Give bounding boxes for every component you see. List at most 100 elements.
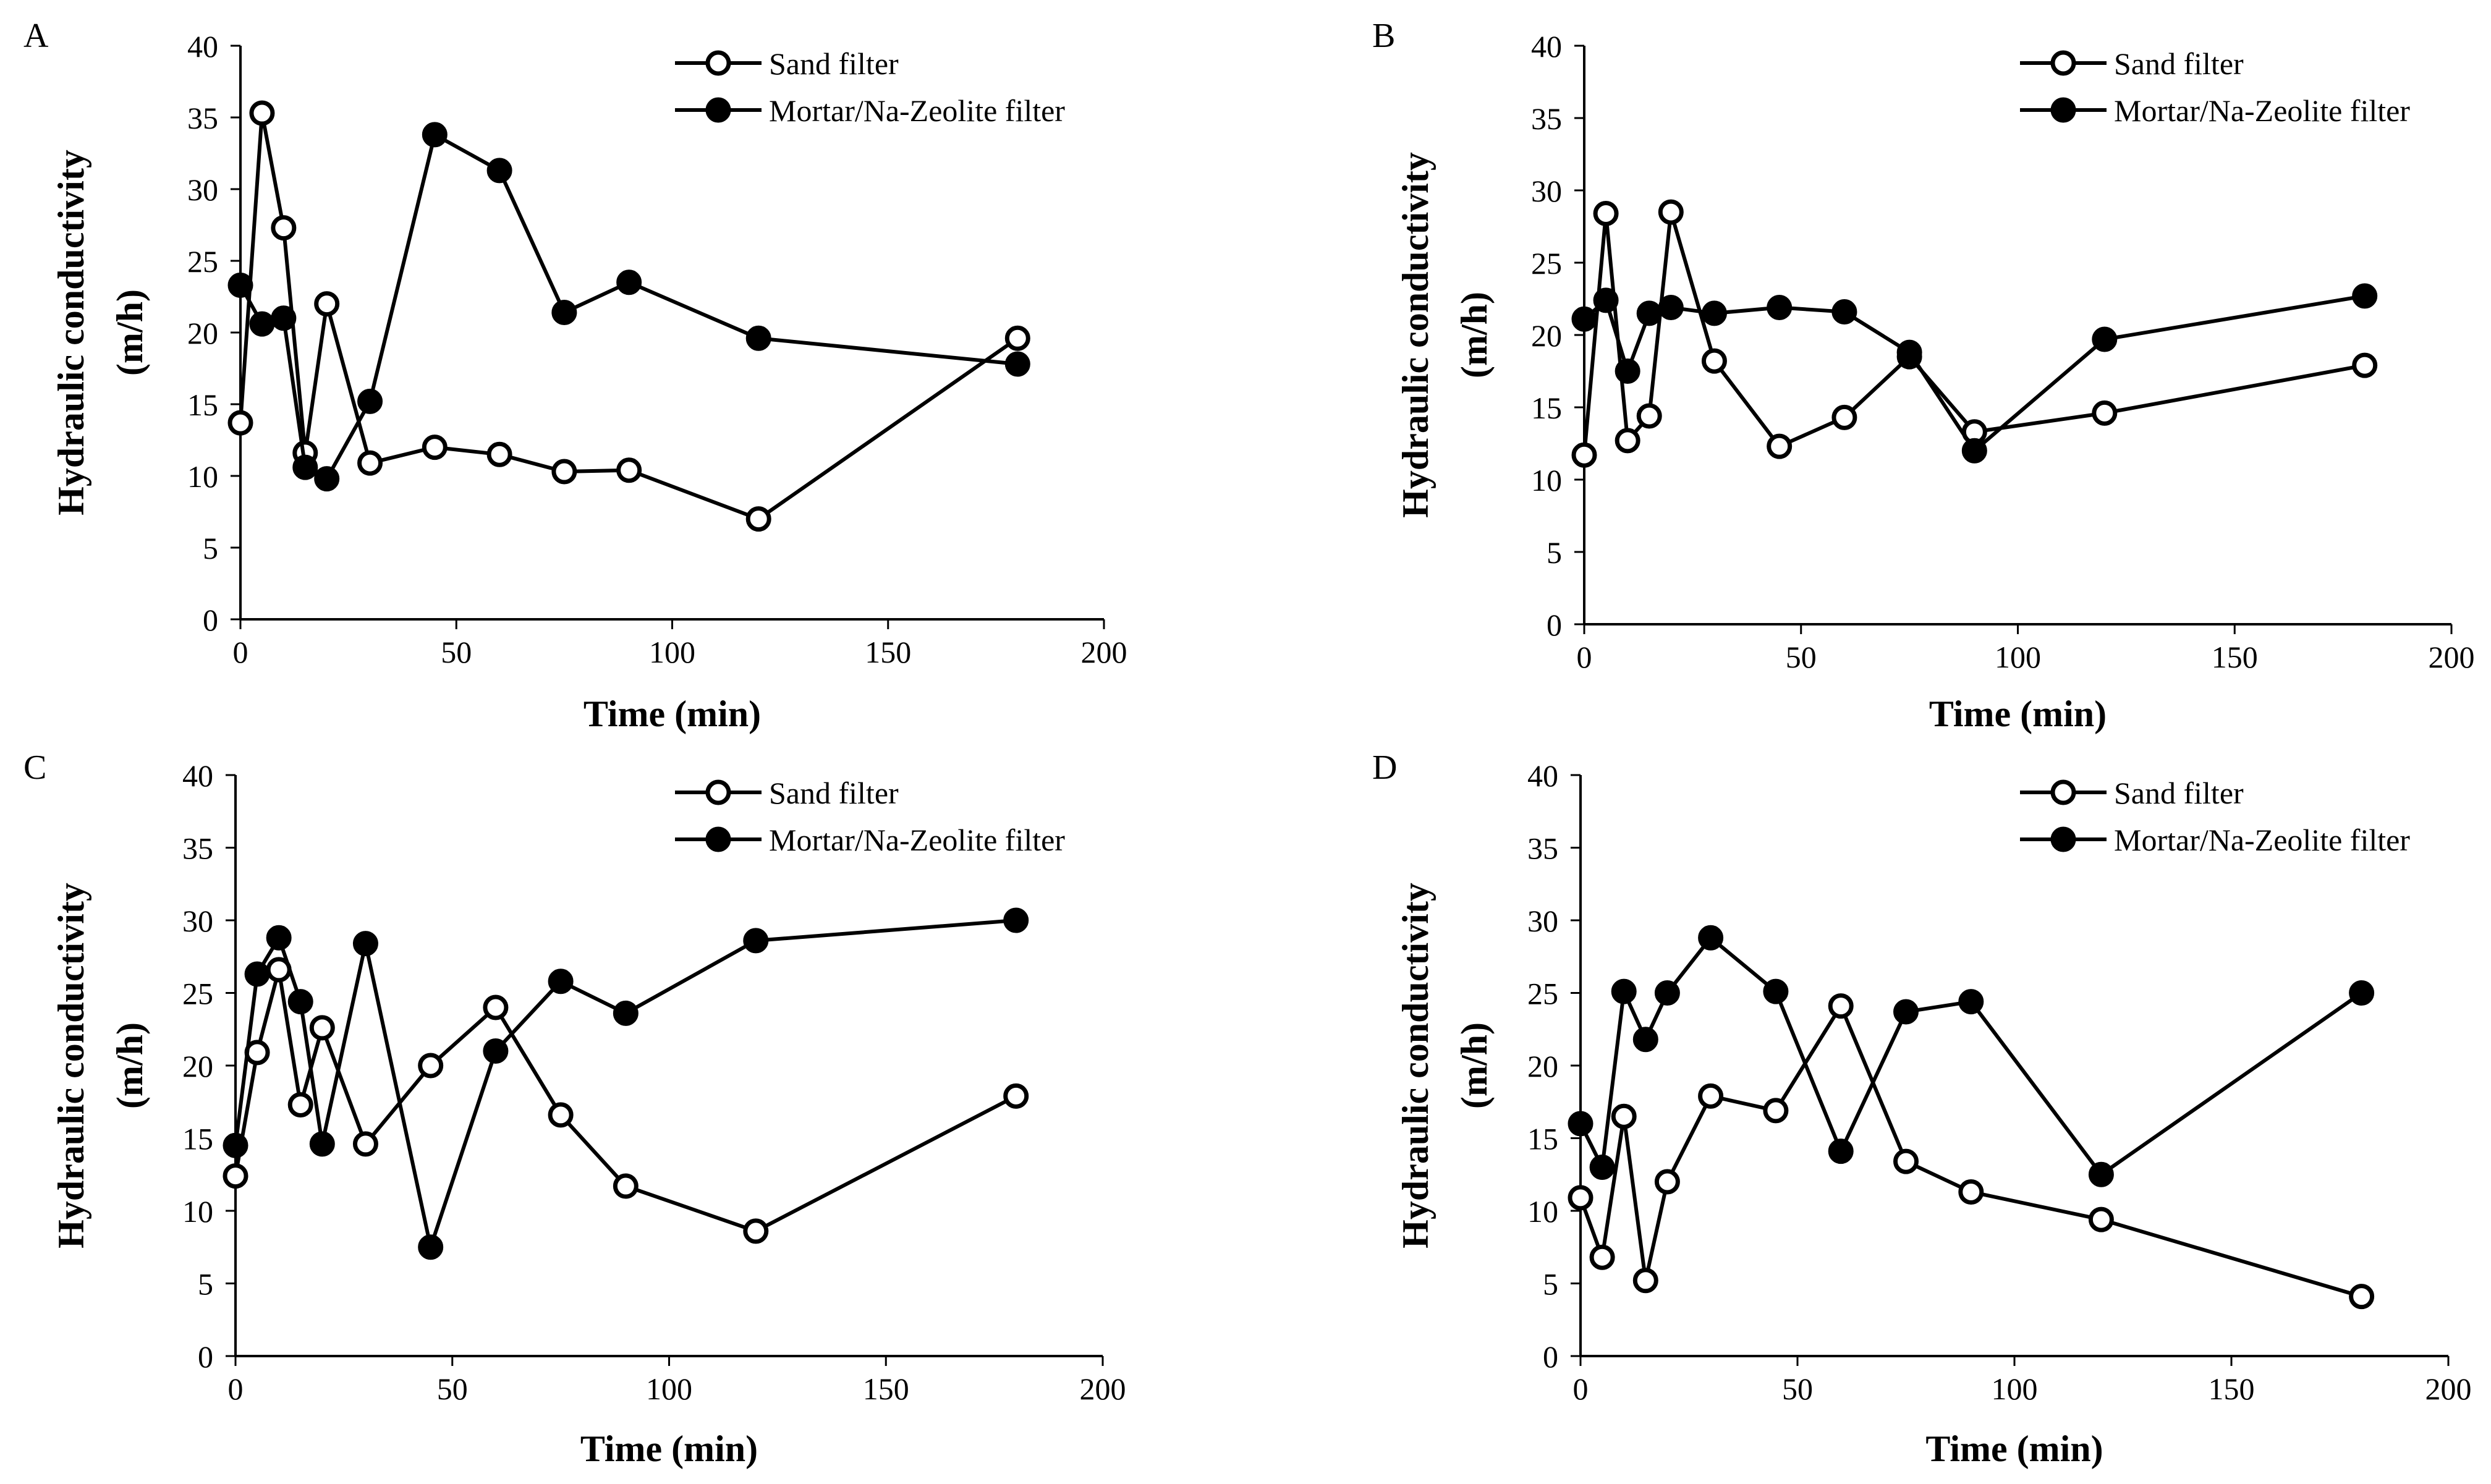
data-point-sand [1568, 1185, 1593, 1211]
x-tick-label: 150 [2209, 1372, 2255, 1406]
data-point-sand [486, 441, 512, 467]
data-point-mortar-zeolite [1961, 438, 1987, 464]
data-point-sand [357, 450, 383, 476]
y-tick-label: 20 [1531, 318, 1562, 353]
legend-label: Sand filter [769, 46, 899, 81]
legend-marker [2050, 97, 2076, 123]
data-point-mortar-zeolite [616, 269, 642, 295]
data-point-sand [1593, 200, 1619, 226]
legend-label: Mortar/Na-Zeolite filter [769, 93, 1065, 128]
x-tick-label: 100 [1992, 1372, 2038, 1406]
x-tick-label: 200 [2425, 1372, 2472, 1406]
series-line-sand [239, 111, 1019, 521]
data-point-sand [314, 291, 340, 317]
data-point-mortar-zeolite [1615, 358, 1640, 384]
data-point-sand [745, 506, 771, 532]
legend-marker [2050, 50, 2076, 76]
data-point-mortar-zeolite [357, 388, 383, 414]
data-point-sand [1611, 1103, 1637, 1129]
data-point-sand [1831, 404, 1857, 430]
data-point-sand [1654, 1169, 1680, 1195]
y-tick-label: 20 [1527, 1049, 1558, 1083]
x-tick-label: 200 [1081, 635, 1127, 669]
data-point-mortar-zeolite [1571, 306, 1597, 332]
y-tick-label: 20 [187, 316, 218, 350]
data-point-mortar-zeolite [743, 928, 769, 954]
x-tick-label: 0 [1573, 1372, 1589, 1406]
x-tick-label: 0 [233, 635, 248, 669]
data-point-mortar-zeolite [483, 1038, 509, 1064]
y-axis-title: Hydraulic conductivity [51, 883, 91, 1249]
data-point-mortar-zeolite [244, 961, 270, 987]
legend-label: Mortar/Na-Zeolite filter [2114, 823, 2410, 857]
data-point-mortar-zeolite [486, 158, 512, 184]
y-tick-label: 35 [1527, 831, 1558, 866]
y-tick-label: 0 [203, 603, 218, 637]
series-line-sand [234, 967, 1017, 1233]
y-tick-label: 30 [182, 904, 213, 938]
data-point-sand [1632, 1268, 1658, 1294]
data-point-mortar-zeolite [1003, 907, 1029, 933]
x-tick-label: 50 [1782, 1372, 1813, 1406]
data-point-sand [309, 1015, 335, 1041]
data-point-sand [613, 1173, 639, 1199]
x-tick-label: 150 [863, 1372, 909, 1406]
y-tick-label: 40 [182, 758, 213, 793]
data-point-mortar-zeolite [745, 325, 771, 351]
x-tick-label: 100 [649, 635, 695, 669]
data-point-mortar-zeolite [1589, 1155, 1615, 1180]
y-tick-label: 5 [1547, 535, 1562, 570]
data-point-sand [1615, 428, 1640, 454]
data-point-mortar-zeolite [1658, 295, 1684, 321]
series-line-sand [1579, 1004, 2362, 1299]
series-line-sand [1582, 210, 2366, 456]
y-tick-label: 35 [1531, 101, 1562, 136]
data-point-sand [422, 435, 448, 460]
legend-label: Mortar/Na-Zeolite filter [2114, 93, 2410, 128]
x-tick-label: 150 [865, 635, 911, 669]
x-tick-label: 200 [1080, 1372, 1126, 1406]
y-tick-label: 35 [182, 831, 213, 866]
y-tick-label: 0 [1543, 1339, 1558, 1374]
x-tick-label: 0 [1577, 640, 1592, 674]
data-point-sand [1701, 348, 1727, 374]
legend-marker [2050, 779, 2076, 805]
y-tick-label: 10 [1531, 463, 1562, 498]
y-tick-label: 25 [1531, 246, 1562, 281]
y-tick-label: 15 [187, 388, 218, 422]
data-point-mortar-zeolite [292, 454, 318, 480]
legend-label: Mortar/Na-Zeolite filter [769, 823, 1065, 857]
y-tick-label: 5 [203, 531, 218, 566]
y-tick-label: 5 [198, 1267, 213, 1302]
data-point-mortar-zeolite [1763, 978, 1789, 1004]
data-point-sand [1828, 993, 1854, 1019]
panel-letter: D [1372, 748, 1397, 787]
data-point-mortar-zeolite [287, 989, 313, 1015]
data-point-mortar-zeolite [249, 311, 275, 337]
x-axis-title: Time (min) [583, 693, 761, 734]
legend-marker [705, 826, 731, 852]
data-point-sand [616, 457, 642, 483]
y-tick-label: 10 [1527, 1194, 1558, 1229]
data-point-mortar-zeolite [352, 931, 378, 957]
data-point-sand [287, 1092, 313, 1117]
data-point-sand [271, 215, 297, 241]
y-tick-label: 0 [198, 1339, 213, 1374]
y-axis-title: Hydraulic conductivity [1395, 152, 1436, 518]
x-tick-label: 200 [2429, 640, 2475, 674]
y-tick-label: 10 [182, 1194, 213, 1229]
x-tick-label: 0 [228, 1372, 244, 1406]
legend-marker [705, 50, 731, 76]
legend-label: Sand filter [769, 776, 899, 810]
data-point-sand [227, 410, 253, 436]
data-point-mortar-zeolite [2352, 283, 2378, 309]
data-point-mortar-zeolite [1632, 1027, 1658, 1053]
y-tick-label: 0 [1547, 608, 1562, 642]
data-point-sand [1767, 433, 1793, 459]
data-point-mortar-zeolite [1828, 1138, 1854, 1164]
data-point-mortar-zeolite [2092, 326, 2118, 352]
data-point-sand [1658, 199, 1684, 225]
y-tick-label: 15 [182, 1122, 213, 1156]
y-axis-title: (m/h) [109, 289, 150, 376]
y-tick-label: 25 [1527, 977, 1558, 1011]
